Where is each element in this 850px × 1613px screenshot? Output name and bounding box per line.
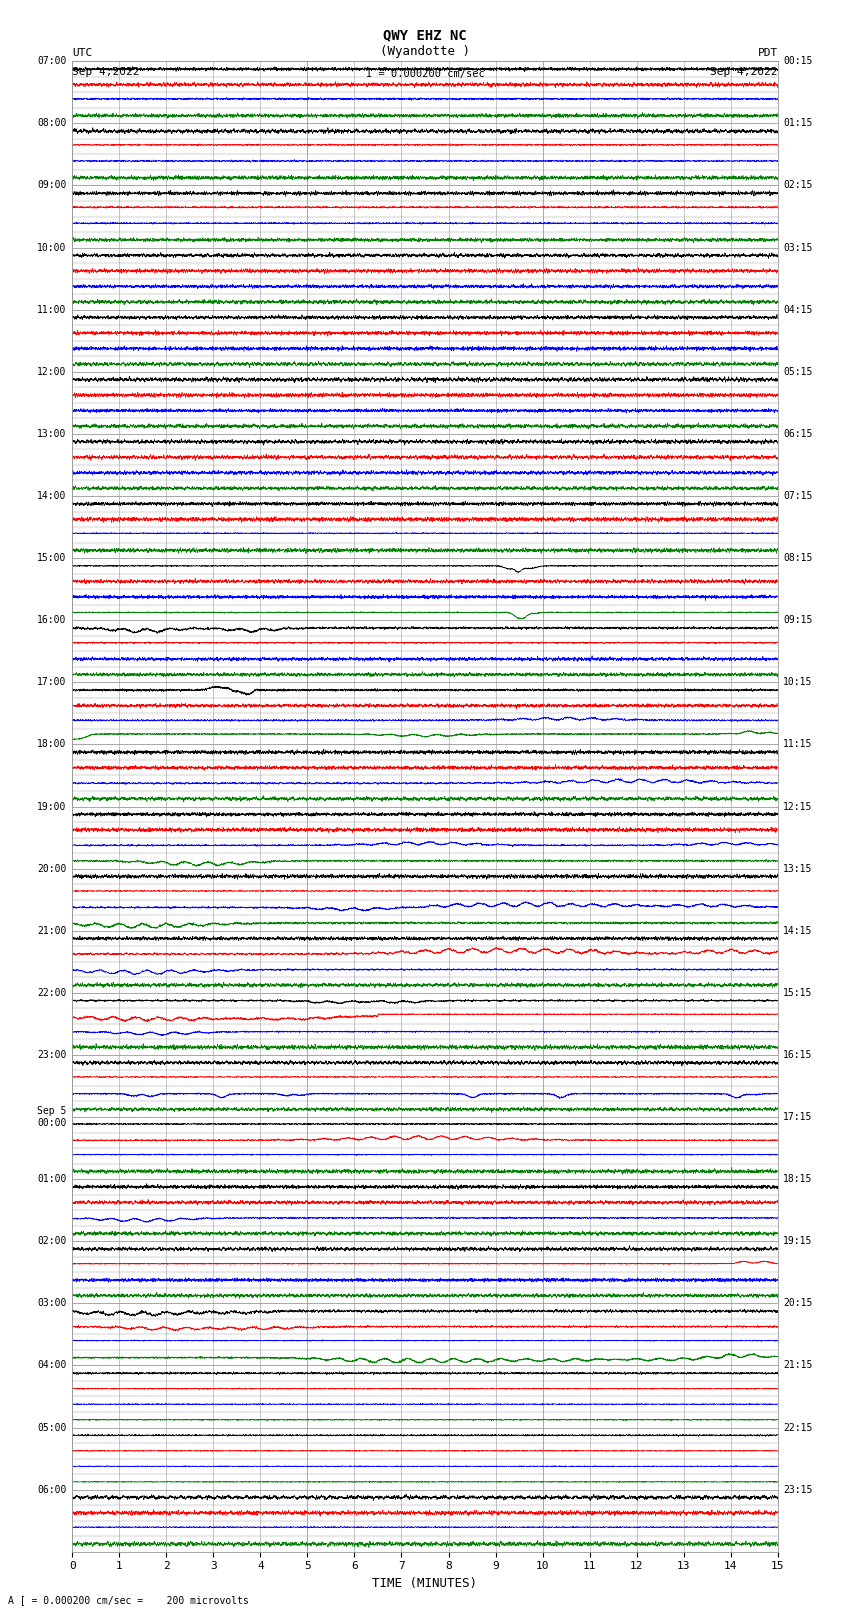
Text: 22:00: 22:00 xyxy=(37,987,66,998)
Text: 05:15: 05:15 xyxy=(784,366,813,377)
Text: Sep 5
00:00: Sep 5 00:00 xyxy=(37,1107,66,1127)
Text: 02:15: 02:15 xyxy=(784,181,813,190)
Text: 08:00: 08:00 xyxy=(37,118,66,129)
Text: 21:00: 21:00 xyxy=(37,926,66,936)
Text: 14:15: 14:15 xyxy=(784,926,813,936)
Text: 11:00: 11:00 xyxy=(37,305,66,315)
Text: 00:15: 00:15 xyxy=(784,56,813,66)
Text: 20:15: 20:15 xyxy=(784,1298,813,1308)
Text: 16:00: 16:00 xyxy=(37,615,66,626)
Text: 22:15: 22:15 xyxy=(784,1423,813,1432)
Text: 02:00: 02:00 xyxy=(37,1236,66,1247)
X-axis label: TIME (MINUTES): TIME (MINUTES) xyxy=(372,1578,478,1590)
Text: 08:15: 08:15 xyxy=(784,553,813,563)
Text: 17:00: 17:00 xyxy=(37,677,66,687)
Text: QWY EHZ NC: QWY EHZ NC xyxy=(383,27,467,42)
Text: 09:15: 09:15 xyxy=(784,615,813,626)
Text: 12:00: 12:00 xyxy=(37,366,66,377)
Text: A [ = 0.000200 cm/sec =    200 microvolts: A [ = 0.000200 cm/sec = 200 microvolts xyxy=(8,1595,249,1605)
Text: 06:15: 06:15 xyxy=(784,429,813,439)
Text: UTC: UTC xyxy=(72,48,93,58)
Text: 21:15: 21:15 xyxy=(784,1360,813,1371)
Text: 16:15: 16:15 xyxy=(784,1050,813,1060)
Text: Sep 4,2022: Sep 4,2022 xyxy=(711,68,778,77)
Text: 03:00: 03:00 xyxy=(37,1298,66,1308)
Text: 07:15: 07:15 xyxy=(784,490,813,502)
Text: 12:15: 12:15 xyxy=(784,802,813,811)
Text: 09:00: 09:00 xyxy=(37,181,66,190)
Text: 11:15: 11:15 xyxy=(784,739,813,750)
Text: 23:15: 23:15 xyxy=(784,1484,813,1495)
Text: 03:15: 03:15 xyxy=(784,242,813,253)
Text: (Wyandotte ): (Wyandotte ) xyxy=(380,45,470,58)
Text: 06:00: 06:00 xyxy=(37,1484,66,1495)
Text: 14:00: 14:00 xyxy=(37,490,66,502)
Text: 07:00: 07:00 xyxy=(37,56,66,66)
Text: Sep 4,2022: Sep 4,2022 xyxy=(72,68,139,77)
Text: 05:00: 05:00 xyxy=(37,1423,66,1432)
Text: 18:00: 18:00 xyxy=(37,739,66,750)
Text: 15:00: 15:00 xyxy=(37,553,66,563)
Text: 04:15: 04:15 xyxy=(784,305,813,315)
Text: 19:15: 19:15 xyxy=(784,1236,813,1247)
Text: 17:15: 17:15 xyxy=(784,1111,813,1123)
Text: PDT: PDT xyxy=(757,48,778,58)
Text: 04:00: 04:00 xyxy=(37,1360,66,1371)
Text: 23:00: 23:00 xyxy=(37,1050,66,1060)
Text: I = 0.000200 cm/sec: I = 0.000200 cm/sec xyxy=(366,69,484,79)
Text: 01:00: 01:00 xyxy=(37,1174,66,1184)
Text: 01:15: 01:15 xyxy=(784,118,813,129)
Text: 15:15: 15:15 xyxy=(784,987,813,998)
Text: 18:15: 18:15 xyxy=(784,1174,813,1184)
Text: 13:15: 13:15 xyxy=(784,863,813,874)
Text: 20:00: 20:00 xyxy=(37,863,66,874)
Text: 10:00: 10:00 xyxy=(37,242,66,253)
Text: 10:15: 10:15 xyxy=(784,677,813,687)
Text: 13:00: 13:00 xyxy=(37,429,66,439)
Text: 19:00: 19:00 xyxy=(37,802,66,811)
